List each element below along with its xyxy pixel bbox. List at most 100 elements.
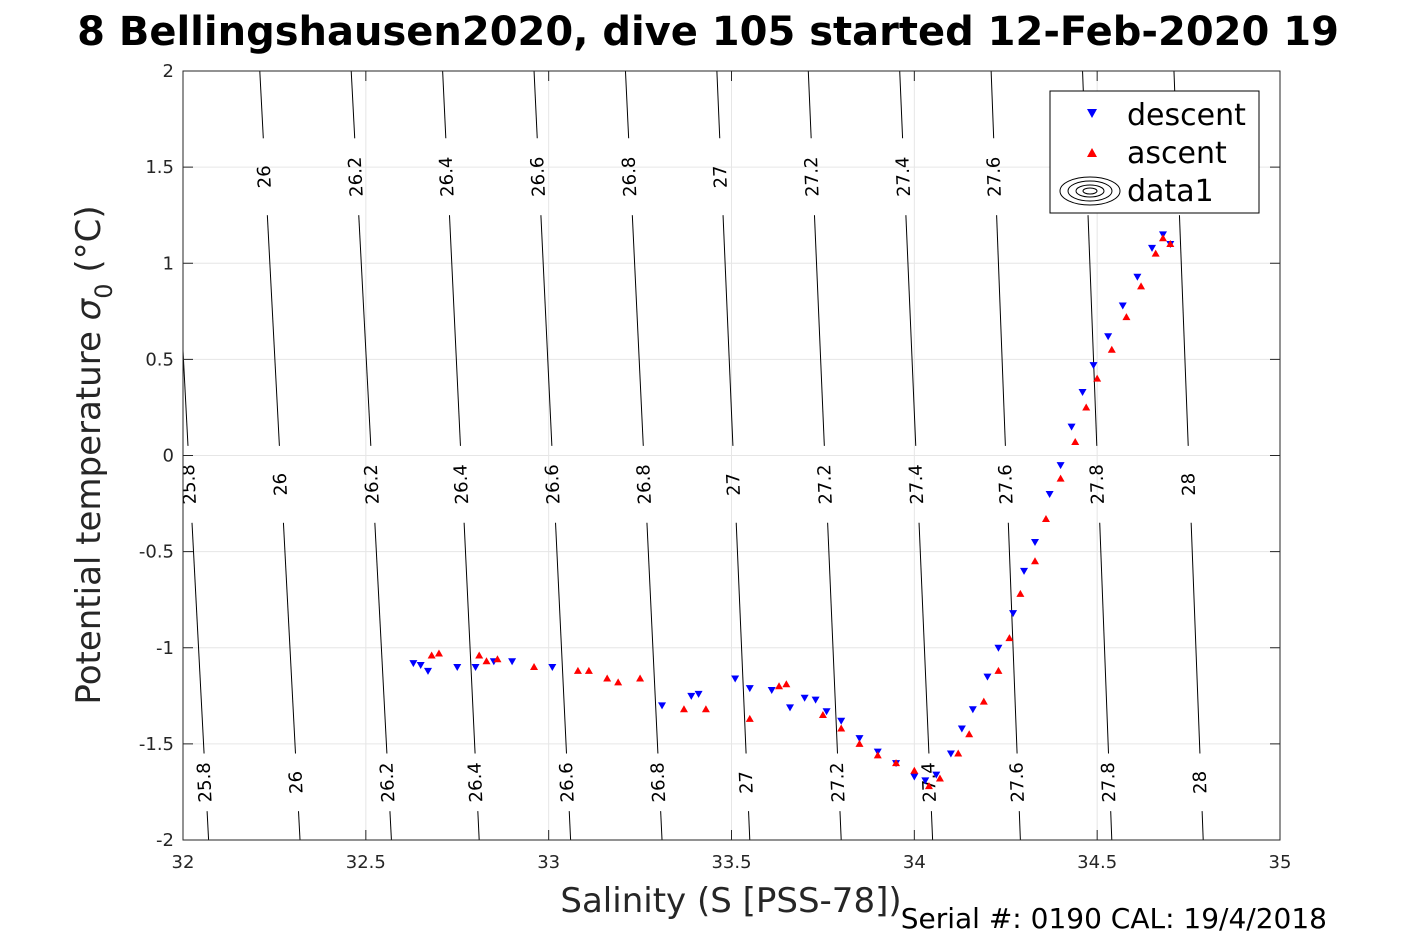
legend-data1-label: data1: [1127, 174, 1214, 209]
descent-point: [1089, 362, 1098, 370]
contour-label: 27.6: [983, 156, 1006, 197]
descent-point: [658, 702, 667, 710]
ascent-point: [1056, 474, 1065, 482]
ascent-point: [935, 774, 944, 782]
descent-point: [1148, 244, 1157, 252]
ascent-point: [1137, 282, 1146, 290]
y-axis-label-sigma: σ: [69, 297, 109, 320]
contour-label: 26.6: [542, 464, 565, 505]
contour-label: 26.6: [556, 762, 579, 803]
descent-point: [453, 663, 462, 671]
ascent-point: [1041, 514, 1050, 522]
contour-line-segment: [990, 71, 995, 139]
descent-point: [957, 725, 966, 733]
contour-label: 26.8: [633, 464, 656, 505]
contour-label: 26.4: [450, 464, 473, 505]
contour-line-segment: [646, 522, 659, 754]
contour-line-segment: [555, 522, 567, 754]
descent-point: [1133, 273, 1142, 281]
series-ascent: [427, 234, 1175, 790]
contour-line-segment: [748, 811, 751, 840]
contour-line-segment: [716, 71, 721, 139]
contour-label: 27.2: [801, 156, 824, 197]
descent-point: [983, 673, 992, 681]
legend: descent ascent data1: [1049, 90, 1260, 214]
ascent-point: [745, 714, 754, 722]
ascent-point: [636, 674, 645, 682]
ascent-point: [1107, 345, 1116, 353]
y-tick-label: 2: [163, 61, 174, 82]
descent-point: [994, 644, 1003, 652]
contour-line-segment: [389, 811, 392, 840]
descent-point: [811, 696, 820, 704]
contour-line-segment: [477, 811, 480, 840]
x-tick-label: 34: [903, 852, 926, 873]
ascent-point: [701, 705, 710, 713]
contour-label: 27.4: [906, 464, 929, 505]
contour-line-segment: [813, 215, 825, 446]
y-tick-label: -1.5: [139, 734, 174, 755]
descent-point: [1020, 567, 1029, 575]
x-tick-label: 32: [172, 852, 195, 873]
contour-label: 26.2: [361, 464, 384, 505]
contour-label: 26: [254, 165, 276, 189]
contour-line-segment: [807, 71, 812, 139]
contour-label: 26.8: [619, 156, 642, 197]
ascent-point: [979, 697, 988, 705]
descent-point: [423, 667, 432, 675]
contour-label: 27.6: [995, 464, 1018, 505]
ascent-point: [782, 680, 791, 688]
contour-line-segment: [1110, 811, 1113, 840]
contour-line-segment: [624, 71, 630, 139]
contour-label: 25.8: [194, 762, 217, 803]
contour-line-segment: [282, 522, 296, 754]
x-axis-label: Salinity (S [PSS-78]): [560, 881, 901, 921]
y-tick-label: -0.5: [139, 542, 174, 563]
contour-25.8: 25.8 25.8: [183, 341, 217, 840]
contour-line-segment: [1178, 215, 1189, 446]
contour-label: 26.2: [345, 156, 368, 197]
contour-label: 26: [270, 472, 292, 496]
contour-line-segment: [568, 811, 572, 840]
contour-line-segment: [358, 215, 372, 446]
contour-label: 26.2: [376, 762, 399, 803]
contour-line-segment: [722, 215, 734, 446]
contour-label: 27.8: [1087, 464, 1110, 505]
contour-line-segment: [918, 522, 930, 754]
contour-line-segment: [1007, 522, 1018, 754]
ascent-point: [965, 730, 974, 738]
contour-line-segment: [259, 71, 264, 139]
contour-line-segment: [191, 522, 205, 754]
descent-point: [968, 706, 977, 714]
contour-label: 26.8: [647, 762, 670, 803]
y-tick-label: 0.5: [145, 349, 174, 370]
contour-line-segment: [839, 811, 842, 840]
contour-line-segment: [350, 71, 356, 139]
ascent-point: [1082, 403, 1091, 411]
descent-point: [687, 692, 696, 700]
ascent-point: [482, 657, 491, 665]
contour-label: 28: [1178, 473, 1200, 497]
descent-point: [1118, 302, 1127, 310]
y-tick-label: -2: [156, 830, 174, 851]
contour-label: 28: [1190, 771, 1212, 795]
contour-line-segment: [1190, 522, 1201, 754]
ascent-point: [530, 662, 539, 670]
ascent-point: [818, 711, 827, 719]
chart-title: 8 Bellingshausen2020, dive 105 started 1…: [77, 9, 1339, 55]
contour-line-segment: [463, 522, 476, 754]
ascent-point: [1122, 313, 1131, 321]
contour-label: 27.6: [1006, 762, 1029, 803]
data-series: [409, 231, 1175, 790]
descent-point: [822, 708, 831, 716]
x-tick-label: 33: [537, 852, 560, 873]
contour-label: 26: [285, 770, 307, 794]
contour-label: 27.2: [814, 464, 837, 505]
axis-ticks: 32 32.5 33 33.5 34 34.5 35 2 1.5 1 0.5 0 -0.5 -1 -1.5 -…: [139, 61, 1292, 873]
ascent-point: [1071, 438, 1080, 446]
y-axis-label: Potential temperature σ0 (°C): [69, 205, 118, 704]
descent-point: [1078, 389, 1087, 397]
x-tick-label: 32.5: [346, 852, 386, 873]
legend-ascent-label: ascent: [1127, 136, 1227, 171]
